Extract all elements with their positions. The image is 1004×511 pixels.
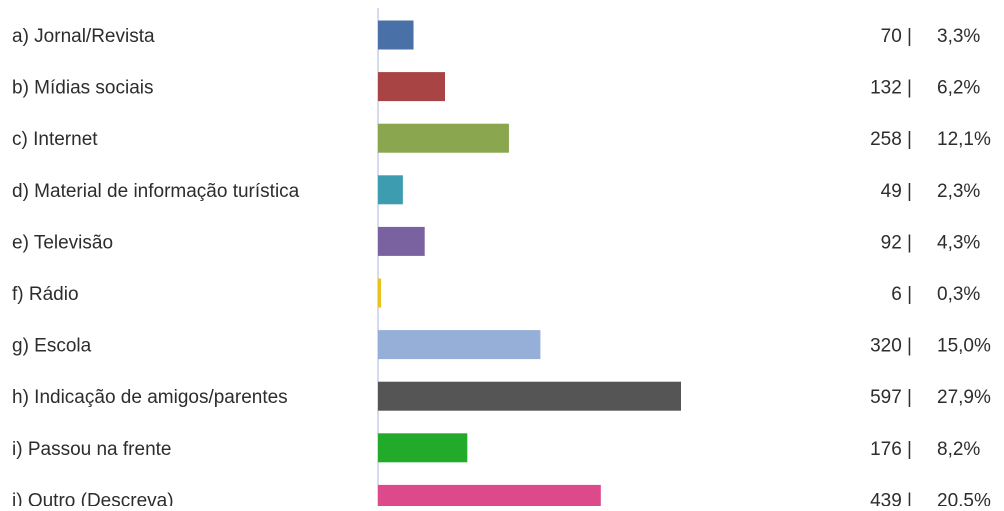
category-label: i) Passou na frente: [12, 439, 171, 460]
category-label: c) Internet: [12, 129, 98, 150]
count-label: 132 |: [870, 78, 912, 99]
percent-label: 20,5%: [937, 490, 991, 506]
count-label: 320 |: [870, 336, 912, 357]
bar: [378, 484, 601, 511]
bar: [378, 123, 509, 153]
bar: [378, 433, 468, 463]
bar: [378, 330, 541, 360]
bar: [378, 72, 445, 102]
count-label: 597 |: [870, 387, 912, 408]
count-label: 70 |: [881, 26, 912, 47]
category-label: f) Rádio: [12, 284, 79, 305]
count-label: 176 |: [870, 439, 912, 460]
category-label: e) Televisão: [12, 232, 113, 253]
percent-label: 4,3%: [937, 232, 980, 253]
count-label: 258 |: [870, 129, 912, 150]
bar: [378, 20, 414, 50]
percent-label: 2,3%: [937, 181, 980, 202]
count-label: 439 |: [870, 490, 912, 506]
bar: [378, 226, 425, 256]
category-label: g) Escola: [12, 336, 92, 357]
percent-label: 3,3%: [937, 26, 980, 47]
category-label: b) Mídias sociais: [12, 78, 154, 99]
percent-label: 12,1%: [937, 129, 991, 150]
percent-label: 27,9%: [937, 387, 991, 408]
category-label: j) Outro (Descreva): [11, 490, 174, 506]
count-label: 49 |: [881, 181, 912, 202]
percent-label: 8,2%: [937, 439, 980, 460]
bar: [378, 278, 382, 308]
count-label: 92 |: [881, 232, 912, 253]
percent-label: 6,2%: [937, 78, 980, 99]
bar: [378, 381, 681, 411]
category-label: h) Indicação de amigos/parentes: [12, 387, 288, 408]
category-label: a) Jornal/Revista: [12, 26, 155, 47]
bar: [378, 175, 403, 205]
percent-label: 0,3%: [937, 284, 980, 305]
category-label: d) Material de informação turística: [12, 181, 300, 202]
percent-label: 15,0%: [937, 336, 991, 357]
count-label: 6 |: [891, 284, 912, 305]
